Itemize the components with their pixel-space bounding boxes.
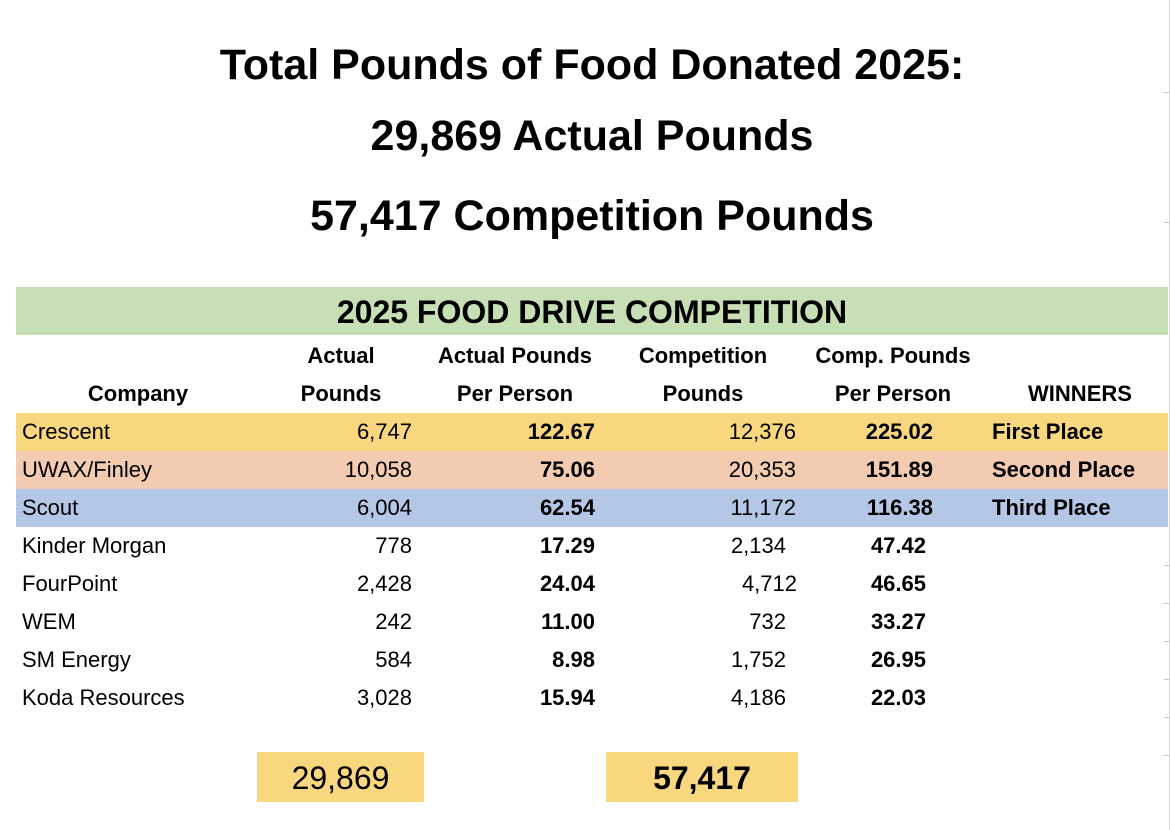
row-comp: 1,752: [730, 647, 786, 672]
header-comp-bottom: Pounds: [662, 381, 744, 406]
row-winner: Second Place: [992, 457, 1136, 482]
row-actual-per-person: 17.29: [539, 533, 595, 558]
row-actual-per-person: 11.00: [541, 609, 595, 634]
header-comp-pp-bottom: Per Person: [834, 381, 952, 406]
row-actual: 242: [375, 609, 412, 634]
row-winner: Third Place: [992, 495, 1111, 520]
row-highlight-third: [16, 489, 1168, 527]
gridline-tick: [1164, 603, 1170, 604]
gridline-tick: [1164, 755, 1170, 756]
row-comp: 20,353: [728, 457, 796, 482]
row-company: SM Energy: [22, 647, 131, 672]
total-actual-pounds: 29,869: [257, 752, 424, 802]
headline-total-title: Total Pounds of Food Donated 2025:: [219, 41, 965, 89]
header-winners: WINNERS: [1028, 381, 1132, 406]
row-company: Crescent: [22, 419, 111, 444]
gridline-tick: [1164, 641, 1170, 642]
gridline-tick: [1164, 679, 1170, 680]
row-comp: 4,712: [741, 571, 797, 596]
row-highlight-first: [16, 413, 1168, 451]
row-comp-per-person: 22.03: [870, 685, 926, 710]
row-company: UWAX/Finley: [22, 457, 152, 482]
row-actual: 6,747: [356, 419, 412, 444]
row-actual-per-person: 24.04: [539, 571, 595, 596]
headline-competition-pounds: 57,417 Competition Pounds: [310, 192, 874, 240]
row-comp: 2,134: [730, 533, 786, 558]
row-company: WEM: [22, 609, 76, 634]
header-comp-top: Competition: [638, 343, 768, 368]
headline-actual-pounds: 29,869 Actual Pounds: [370, 112, 814, 160]
gridline-tick: [1164, 222, 1170, 223]
header-actual-pp-bottom: Per Person: [456, 381, 574, 406]
gridline-tick: [1164, 717, 1170, 718]
row-actual: 2,428: [356, 571, 412, 596]
row-company: Scout: [22, 495, 79, 520]
gridline-tick: [1164, 565, 1170, 566]
gridline-tick: [1164, 92, 1170, 93]
row-actual: 3,028: [356, 685, 412, 710]
row-comp: 732: [749, 609, 786, 634]
row-actual-per-person: 122.67: [527, 419, 595, 444]
row-comp: 4,186: [730, 685, 786, 710]
row-company: Kinder Morgan: [22, 533, 167, 558]
row-actual-per-person: 8.98: [552, 647, 595, 672]
row-highlight-second: [16, 451, 1168, 489]
row-comp-per-person: 151.89: [865, 457, 933, 482]
row-comp-per-person: 225.02: [865, 419, 933, 444]
row-actual: 584: [375, 647, 412, 672]
row-comp-per-person: 26.95: [870, 647, 926, 672]
row-comp: 11,172: [730, 495, 796, 520]
total-competition-pounds: 57,417: [606, 752, 798, 802]
row-comp: 12,376: [728, 419, 796, 444]
row-company: Koda Resources: [22, 685, 185, 710]
title-band: [16, 287, 1168, 335]
header-actual-pp-top: Actual Pounds: [437, 343, 592, 368]
competition-title: 2025 FOOD DRIVE COMPETITION: [336, 294, 848, 330]
row-actual-per-person: 15.94: [539, 685, 595, 710]
row-winner: First Place: [992, 419, 1104, 444]
header-actual-top: Actual: [307, 343, 375, 368]
row-comp-per-person: 46.65: [870, 571, 926, 596]
row-actual-per-person: 62.54: [539, 495, 595, 520]
row-actual: 778: [375, 533, 412, 558]
row-company: FourPoint: [22, 571, 118, 596]
row-actual-per-person: 75.06: [539, 457, 595, 482]
header-comp-pp-top: Comp. Pounds: [815, 343, 971, 368]
row-comp-per-person: 47.42: [870, 533, 926, 558]
header-company: Company: [87, 381, 189, 406]
row-actual: 6,004: [356, 495, 412, 520]
row-comp-per-person: 33.27: [870, 609, 926, 634]
header-actual-bottom: Pounds: [300, 381, 382, 406]
row-actual: 10,058: [344, 457, 412, 482]
row-comp-per-person: 116.38: [866, 495, 933, 520]
